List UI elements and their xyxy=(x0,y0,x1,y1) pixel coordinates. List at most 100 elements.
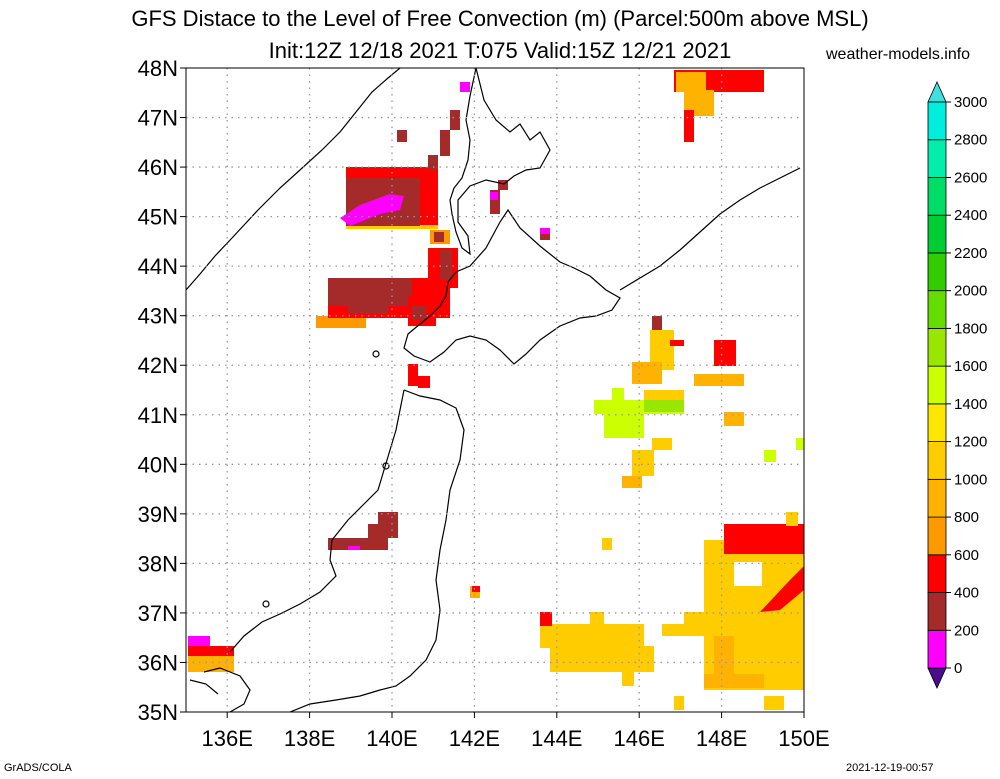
lat-label: 39N xyxy=(138,502,178,527)
field-block xyxy=(612,388,624,400)
axis-ticks xyxy=(180,67,805,718)
colorbar-max-arrow xyxy=(927,81,947,103)
field-block xyxy=(652,316,662,330)
field-block xyxy=(540,230,550,240)
field-block xyxy=(408,364,418,386)
field-block xyxy=(540,624,644,648)
colorbar-label: 3000 xyxy=(954,94,987,111)
field-block xyxy=(676,72,706,92)
field-block xyxy=(622,672,634,686)
field-block xyxy=(764,450,776,462)
field-block xyxy=(632,450,654,476)
field-block xyxy=(498,180,508,190)
field-block xyxy=(684,110,694,142)
colorbar-swatch xyxy=(927,516,947,556)
field-block xyxy=(440,130,450,156)
colorbar-swatch xyxy=(927,592,947,631)
shikoku-coastline xyxy=(203,667,251,712)
honshu-west-coastline xyxy=(229,389,405,653)
field-block xyxy=(316,316,366,328)
colorbar-swatch xyxy=(927,139,947,178)
field-block xyxy=(188,636,210,648)
colorbar-swatch xyxy=(927,441,947,480)
lat-label: 41N xyxy=(138,403,178,428)
map-frame xyxy=(185,67,805,713)
field-block xyxy=(632,362,662,384)
chart-title-line1: GFS Distace to the Level of Free Convect… xyxy=(131,6,869,31)
lat-label: 44N xyxy=(138,254,178,279)
lat-label: 40N xyxy=(138,452,178,477)
credit-label: weather-models.info xyxy=(826,46,971,63)
lat-label: 36N xyxy=(138,650,178,675)
sakhalin-coastline xyxy=(449,68,551,256)
lon-label: 146E xyxy=(614,726,665,751)
coast-segment xyxy=(189,679,219,695)
field-block xyxy=(428,155,438,169)
field-block xyxy=(348,546,360,550)
field-block xyxy=(490,192,498,200)
field-block xyxy=(540,228,550,234)
field-block xyxy=(490,190,500,214)
field-block xyxy=(550,646,654,672)
lon-label: 144E xyxy=(531,726,582,751)
field-block xyxy=(328,538,388,550)
colorbar-swatch xyxy=(927,327,947,367)
colorbar-label: 800 xyxy=(954,509,979,526)
colorbar-label: 1600 xyxy=(954,358,987,375)
colorbar-label: 1200 xyxy=(954,434,987,451)
lat-label: 47N xyxy=(138,106,178,131)
lon-label: 140E xyxy=(366,726,417,751)
field-block xyxy=(368,524,398,538)
lat-label: 37N xyxy=(138,601,178,626)
colorbar-label: 2600 xyxy=(954,169,987,186)
field-layer xyxy=(188,70,804,710)
field-block xyxy=(652,438,672,450)
lon-label: 136E xyxy=(202,726,253,751)
field-block xyxy=(694,374,744,386)
field-block xyxy=(714,340,736,366)
lat-label: 42N xyxy=(138,353,178,378)
colorbar-swatch xyxy=(927,478,947,518)
colorbar-label: 2400 xyxy=(954,207,987,224)
field-block xyxy=(440,250,452,280)
lon-label: 148E xyxy=(696,726,747,751)
colorbar-swatch xyxy=(927,403,947,443)
field-block xyxy=(704,674,764,688)
islet xyxy=(372,350,380,358)
lon-label: 142E xyxy=(449,726,500,751)
colorbar-swatch xyxy=(927,177,947,216)
field-block xyxy=(378,512,398,524)
field-block xyxy=(340,194,404,226)
field-block xyxy=(188,656,234,672)
colorbar-label: 1400 xyxy=(954,396,987,413)
lat-label: 45N xyxy=(138,205,178,230)
colorbar-swatch xyxy=(927,252,947,292)
colorbar-label: 1000 xyxy=(954,471,987,488)
colorbar: 0 200 400 600 800 1000 1200 1400 1600 1800 2000 220… xyxy=(927,81,987,689)
colorbar-min-arrow xyxy=(927,667,947,689)
field-block xyxy=(764,696,784,710)
colorbar-swatch xyxy=(927,101,947,141)
colorbar-swatch xyxy=(927,629,947,669)
lon-label: 138E xyxy=(284,726,335,751)
lat-label: 43N xyxy=(138,304,178,329)
field-block xyxy=(744,524,794,540)
field-block xyxy=(397,130,407,142)
field-block xyxy=(602,538,612,550)
field-block xyxy=(412,306,426,320)
kuril-coastline xyxy=(619,167,801,291)
colorbar-swatch xyxy=(927,290,947,329)
field-block xyxy=(460,82,470,92)
lat-label: 35N xyxy=(138,700,178,725)
colorbar-swatch xyxy=(927,365,947,405)
hokkaido-coastline xyxy=(403,208,621,365)
footer-left-label: GrADS/COLA xyxy=(4,762,72,774)
islet xyxy=(382,462,390,470)
field-block xyxy=(644,400,684,412)
lon-axis-labels: 136E 138E 140E 142E 144E 146E 148E 150E xyxy=(202,726,830,751)
field-block xyxy=(188,646,234,656)
field-block xyxy=(670,340,684,346)
field-block xyxy=(786,512,798,526)
chart-title-line2: Init:12Z 12/18 2021 T:075 Valid:15Z 12/2… xyxy=(268,38,732,63)
